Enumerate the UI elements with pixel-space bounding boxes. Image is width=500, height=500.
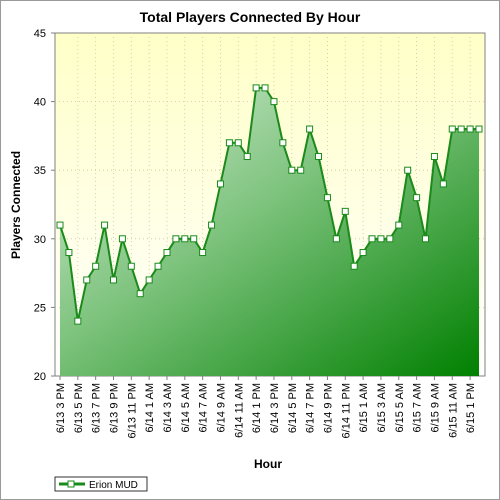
data-point <box>136 290 144 298</box>
x-tick-label: 6/14 5 PM <box>287 383 299 433</box>
data-point <box>368 235 376 243</box>
y-axis-title: Players Connected <box>9 151 23 259</box>
data-point <box>101 221 109 229</box>
x-tick-label: 6/15 9 AM <box>429 383 441 433</box>
x-tick-label: 6/14 1 PM <box>251 383 263 433</box>
data-point <box>154 262 162 270</box>
x-tick-label: 6/14 5 AM <box>180 383 192 433</box>
data-point <box>56 221 64 229</box>
x-axis-title: Hour <box>254 457 282 471</box>
chart-title: Total Players Connected By Hour <box>140 9 361 25</box>
data-point <box>386 235 394 243</box>
data-point <box>377 235 385 243</box>
data-point <box>127 262 135 270</box>
data-point <box>413 194 421 202</box>
data-point <box>315 152 323 160</box>
data-point <box>83 276 91 284</box>
data-point <box>395 221 403 229</box>
data-point <box>288 166 296 174</box>
data-point <box>172 235 180 243</box>
x-tick-label: 6/14 9 PM <box>322 383 334 433</box>
x-tick-label: 6/14 3 AM <box>162 383 174 433</box>
x-tick-label: 6/14 9 AM <box>215 383 227 433</box>
series-area <box>60 87 479 376</box>
x-tick-label: 6/13 5 PM <box>73 383 85 433</box>
y-tick-label: 20 <box>34 371 46 383</box>
data-point <box>422 235 430 243</box>
x-tick-label: 6/13 7 PM <box>91 383 103 433</box>
data-point <box>65 249 73 257</box>
x-tick-label: 6/14 11 AM <box>233 383 245 438</box>
data-point <box>350 262 358 270</box>
y-tick-label: 35 <box>34 165 46 177</box>
data-point <box>145 276 153 284</box>
data-point <box>475 125 483 133</box>
x-tick-label: 6/14 1 AM <box>144 383 156 433</box>
data-point <box>430 152 438 160</box>
y-tick-label: 40 <box>34 97 46 109</box>
data-point <box>243 152 251 160</box>
x-tick-label: 6/15 1 PM <box>465 383 477 433</box>
y-tick-label: 45 <box>34 28 46 40</box>
data-point <box>457 125 465 133</box>
data-point <box>225 139 233 147</box>
x-tick-label: 6/13 9 PM <box>108 383 120 433</box>
series-points <box>56 84 483 325</box>
legend-box <box>54 476 148 492</box>
data-point <box>216 180 224 188</box>
y-tick-label: 30 <box>34 234 46 246</box>
x-tick-label: 6/13 3 PM <box>55 383 67 433</box>
x-tick-label: 6/15 7 AM <box>412 383 424 433</box>
data-point <box>341 207 349 215</box>
data-point <box>74 317 82 325</box>
data-point <box>297 166 305 174</box>
x-axis-ticks: 6/13 3 PM 6/13 5 PM 6/13 7 PM 6/13 9 PM 6/13… <box>55 376 477 438</box>
data-point <box>439 180 447 188</box>
legend-swatch-marker <box>67 480 75 488</box>
x-tick-label: 6/15 1 AM <box>358 383 370 433</box>
y-axis-ticks: 20 25 30 35 40 45 <box>34 28 55 383</box>
x-tick-label: 6/14 7 PM <box>305 383 317 433</box>
data-point <box>261 84 269 92</box>
legend-label: Erion MUD <box>89 480 138 491</box>
data-point <box>448 125 456 133</box>
data-point <box>404 166 412 174</box>
data-point <box>359 249 367 257</box>
data-point <box>306 125 314 133</box>
x-tick-label: 6/14 3 PM <box>269 383 281 433</box>
y-tick-label: 25 <box>34 302 46 314</box>
data-point <box>190 235 198 243</box>
x-tick-label: 6/15 3 AM <box>376 383 388 433</box>
legend: Erion MUD <box>54 476 148 492</box>
data-point <box>332 235 340 243</box>
x-tick-label: 6/15 5 AM <box>394 383 406 433</box>
data-point <box>323 194 331 202</box>
data-point <box>199 249 207 257</box>
data-point <box>109 276 117 284</box>
data-point <box>252 84 260 92</box>
data-point <box>270 98 278 106</box>
series-line <box>59 86 479 322</box>
data-point <box>181 235 189 243</box>
data-point <box>92 262 100 270</box>
x-tick-label: 6/14 7 AM <box>198 383 210 433</box>
data-point <box>466 125 474 133</box>
x-tick-label: 6/14 11 PM <box>340 383 352 438</box>
x-tick-label: 6/15 11 AM <box>447 383 459 438</box>
data-point <box>163 249 171 257</box>
data-point <box>279 139 287 147</box>
data-point <box>208 221 216 229</box>
x-tick-label: 6/13 11 PM <box>126 383 138 438</box>
data-point <box>118 235 126 243</box>
data-point <box>234 139 242 147</box>
